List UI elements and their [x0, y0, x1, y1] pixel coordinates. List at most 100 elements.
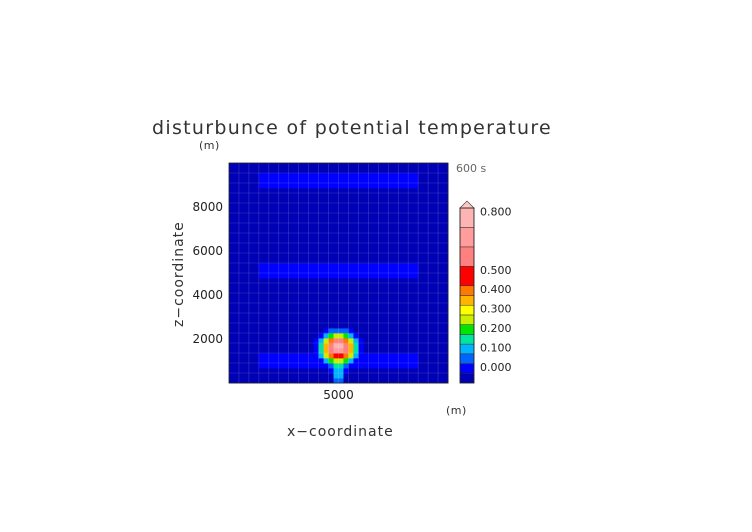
field-cell — [229, 213, 235, 219]
field-cell — [353, 358, 359, 364]
field-cell — [353, 208, 359, 214]
field-cell — [323, 218, 329, 224]
field-cell — [393, 308, 399, 314]
field-cell — [423, 193, 429, 199]
field-cell — [398, 358, 404, 364]
field-cell — [408, 363, 414, 369]
field-cell — [273, 338, 280, 344]
field-cell — [328, 208, 334, 214]
field-cell — [428, 283, 434, 289]
field-cell — [253, 208, 260, 214]
field-cell — [243, 163, 250, 169]
field-cell — [333, 248, 339, 254]
field-cell — [363, 288, 369, 294]
field-cell — [338, 373, 344, 379]
field-cell — [298, 228, 305, 234]
field-cell — [313, 228, 319, 234]
field-cell — [348, 258, 354, 264]
field-cell — [328, 278, 334, 284]
field-cell — [258, 183, 265, 189]
field-cell — [353, 233, 359, 239]
field-cell — [428, 208, 434, 214]
field-cell — [273, 268, 280, 274]
field-cell — [428, 223, 434, 229]
field-cell — [338, 333, 344, 339]
field-cell — [263, 228, 270, 234]
field-cell — [288, 183, 295, 189]
field-cell — [253, 358, 260, 364]
field-cell — [278, 373, 285, 379]
field-cell — [313, 368, 319, 374]
field-cell — [363, 338, 369, 344]
field-cell — [283, 173, 290, 179]
field-cell — [388, 223, 394, 229]
field-cell — [318, 373, 324, 379]
field-cell — [408, 343, 414, 349]
field-cell — [343, 223, 349, 229]
field-cell — [333, 373, 339, 379]
field-cell — [413, 193, 419, 199]
field-cell — [278, 173, 285, 179]
field-cell — [358, 343, 364, 349]
field-cell — [273, 163, 280, 169]
field-cell — [243, 308, 250, 314]
field-cell — [328, 213, 334, 219]
field-cell — [243, 168, 250, 174]
field-cell — [333, 328, 339, 334]
colorbar-swatch — [459, 373, 475, 384]
field-cell — [383, 353, 389, 359]
field-cell — [328, 198, 334, 204]
field-cell — [278, 193, 285, 199]
field-cell — [248, 303, 255, 309]
field-cell — [253, 178, 260, 184]
field-cell — [328, 293, 334, 299]
field-cell — [358, 238, 364, 244]
field-cell — [273, 273, 280, 279]
field-cell — [423, 213, 429, 219]
field-cell — [443, 273, 449, 279]
field-cell — [388, 283, 394, 289]
field-cell — [229, 243, 235, 249]
field-cell — [358, 298, 364, 304]
field-cell — [298, 203, 305, 209]
field-cell — [233, 183, 240, 189]
field-cell — [363, 173, 369, 179]
field-cell — [358, 243, 364, 249]
field-cell — [258, 378, 265, 384]
field-cell — [303, 243, 310, 249]
field-cell — [243, 248, 250, 254]
field-cell — [263, 373, 270, 379]
field-cell — [388, 253, 394, 259]
field-cell — [313, 173, 319, 179]
field-cell — [398, 368, 404, 374]
field-cell — [343, 338, 349, 344]
field-cell — [438, 378, 444, 384]
field-cell — [273, 203, 280, 209]
field-cell — [263, 358, 270, 364]
field-cell — [423, 308, 429, 314]
field-cell — [418, 268, 424, 274]
field-cell — [333, 278, 339, 284]
field-cell — [263, 233, 270, 239]
field-cell — [278, 313, 285, 319]
field-cell — [229, 343, 235, 349]
field-cell — [353, 348, 359, 354]
field-cell — [443, 243, 449, 249]
field-cell — [378, 303, 384, 309]
field-cell — [248, 333, 255, 339]
field-cell — [413, 228, 419, 234]
field-cell — [273, 223, 280, 229]
field-cell — [303, 368, 310, 374]
field-cell — [333, 263, 339, 269]
field-cell — [338, 273, 344, 279]
field-cell — [258, 213, 265, 219]
field-cell — [243, 213, 250, 219]
field-cell — [383, 308, 389, 314]
field-cell — [383, 163, 389, 169]
field-cell — [338, 288, 344, 294]
field-cell — [243, 183, 250, 189]
field-cell — [378, 213, 384, 219]
field-cell — [338, 233, 344, 239]
field-cell — [258, 293, 265, 299]
field-cell — [363, 228, 369, 234]
